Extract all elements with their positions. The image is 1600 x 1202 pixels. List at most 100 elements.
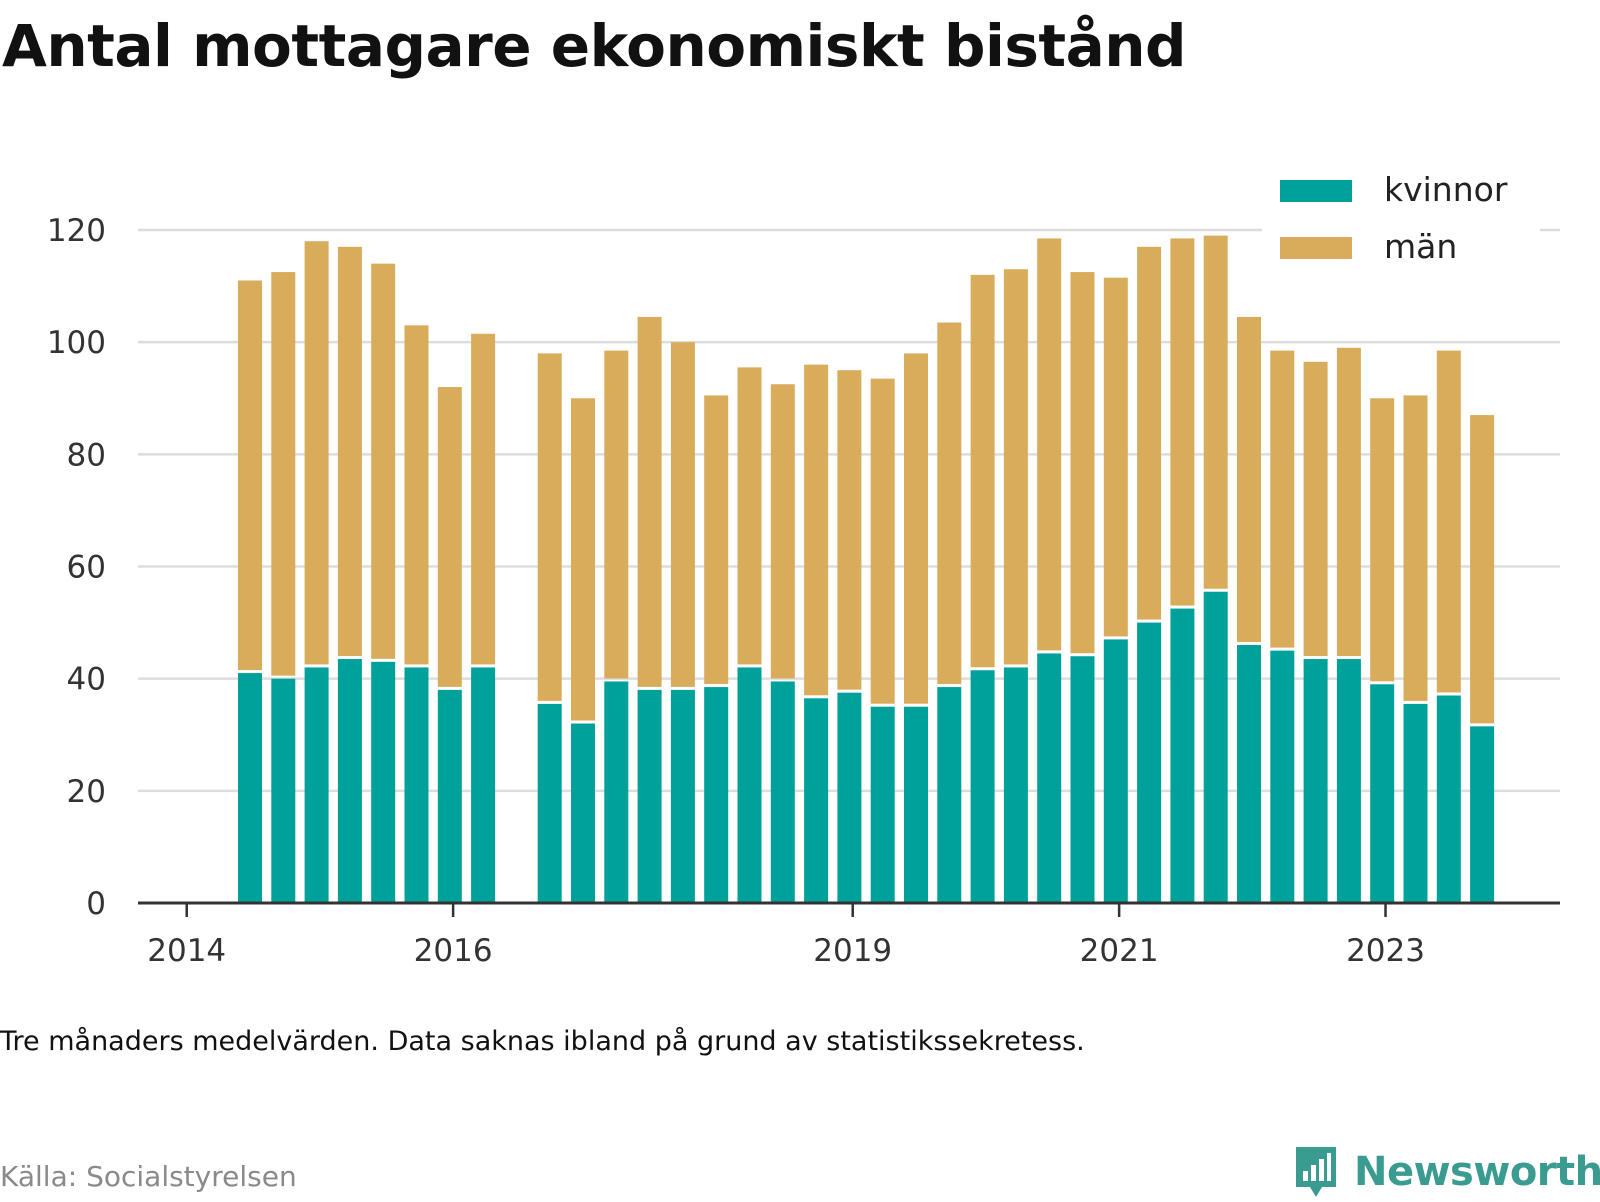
- bar-man: [371, 263, 396, 659]
- legend-label: kvinnor: [1384, 170, 1508, 209]
- bar-man: [537, 353, 562, 701]
- bars: [238, 235, 1495, 903]
- bar-man: [904, 353, 928, 704]
- bar-kvinnor: [1137, 622, 1162, 903]
- bar-kvinnor: [304, 667, 329, 903]
- bar-man: [1037, 238, 1062, 651]
- bar-kvinnor: [870, 706, 895, 903]
- y-tick-label: 100: [47, 325, 106, 361]
- bar-man: [1436, 350, 1461, 693]
- brand-logo: Newsworthy: [1292, 1142, 1600, 1202]
- bar-man: [704, 395, 729, 685]
- bar-kvinnor: [1170, 608, 1195, 903]
- legend-swatch: [1280, 180, 1352, 202]
- bar-kvinnor: [1370, 684, 1395, 903]
- bar-kvinnor: [1470, 726, 1495, 903]
- bar-kvinnor: [904, 706, 928, 903]
- bar-man: [271, 272, 296, 676]
- bar-man: [1137, 246, 1162, 620]
- bar-kvinnor: [837, 692, 862, 903]
- bar-kvinnor: [271, 678, 296, 903]
- bar-kvinnor: [1203, 591, 1228, 903]
- x-tick-label: 2016: [414, 933, 493, 969]
- bar-kvinnor: [1103, 639, 1128, 903]
- source-label: Källa: Socialstyrelsen: [0, 1160, 297, 1193]
- bar-man: [837, 370, 862, 690]
- newsworthy-logo-icon: [1296, 1147, 1336, 1197]
- bar-kvinnor: [537, 703, 562, 903]
- bar-man: [1170, 238, 1195, 606]
- bar-kvinnor: [1070, 656, 1095, 903]
- bar-man: [1003, 269, 1028, 665]
- chart-note: Tre månaders medelvärden. Data saknas ib…: [0, 1026, 1085, 1057]
- bar-man: [670, 342, 695, 687]
- bar-kvinnor: [970, 670, 995, 903]
- bar-kvinnor: [604, 681, 629, 903]
- y-tick-label: 60: [67, 550, 106, 586]
- bar-kvinnor: [471, 667, 496, 903]
- bar-man: [1237, 316, 1261, 643]
- bar-kvinnor: [704, 687, 729, 903]
- bar-man: [404, 325, 429, 665]
- bar-man: [1303, 361, 1328, 657]
- bar-man: [238, 280, 262, 671]
- bar-kvinnor: [1336, 659, 1361, 903]
- y-tick-label: 0: [86, 886, 106, 922]
- bar-kvinnor: [238, 673, 262, 903]
- bar-man: [604, 350, 629, 679]
- bar-man: [1070, 272, 1095, 654]
- legend-label: män: [1384, 227, 1457, 266]
- bar-kvinnor: [1436, 695, 1461, 903]
- bar-kvinnor: [637, 689, 662, 903]
- bar-man: [571, 398, 595, 721]
- legend-swatch: [1280, 237, 1352, 259]
- bar-man: [1403, 395, 1428, 701]
- bar-man: [1336, 347, 1361, 657]
- brand-name: Newsworthy: [1354, 1149, 1600, 1195]
- bar-man: [304, 241, 329, 665]
- y-tick-label: 40: [67, 662, 106, 698]
- bar-man: [1103, 277, 1128, 637]
- y-tick-label: 120: [47, 213, 106, 249]
- bar-man: [937, 322, 962, 685]
- stacked-bar-chart: 0 20 40 60 80 100 120 2014 2016 2019 2021 2023 kvin…: [46, 160, 1560, 969]
- bar-man: [770, 384, 795, 679]
- bar-kvinnor: [571, 723, 595, 903]
- x-tick-label: 2014: [147, 933, 226, 969]
- bar-kvinnor: [1037, 653, 1062, 903]
- bar-kvinnor: [670, 689, 695, 903]
- bar-kvinnor: [1237, 645, 1261, 903]
- x-tick-label: 2021: [1080, 933, 1159, 969]
- bar-kvinnor: [804, 698, 829, 903]
- bar-man: [870, 378, 895, 704]
- bar-man: [337, 246, 362, 657]
- chart-title: Antal mottagare ekonomiskt bistånd: [2, 12, 1187, 80]
- bar-kvinnor: [337, 659, 362, 903]
- y-tick-label: 20: [67, 774, 106, 810]
- bar-kvinnor: [404, 667, 429, 903]
- bar-kvinnor: [937, 687, 962, 903]
- legend: kvinnor män: [1262, 160, 1540, 272]
- bar-kvinnor: [1403, 703, 1428, 903]
- bar-kvinnor: [437, 689, 462, 903]
- bar-man: [970, 274, 995, 668]
- bar-kvinnor: [1303, 659, 1328, 903]
- bar-kvinnor: [1270, 650, 1295, 903]
- bar-man: [637, 316, 662, 687]
- bar-man: [1270, 350, 1295, 648]
- bar-man: [1470, 415, 1495, 724]
- bar-kvinnor: [1003, 667, 1028, 903]
- bar-kvinnor: [770, 681, 795, 903]
- bar-man: [804, 364, 829, 696]
- bar-man: [471, 333, 496, 665]
- x-tick-label: 2019: [813, 933, 892, 969]
- bar-kvinnor: [737, 667, 762, 903]
- bar-man: [437, 387, 462, 687]
- y-tick-label: 80: [67, 437, 106, 473]
- bar-man: [737, 367, 762, 665]
- bar-man: [1370, 398, 1395, 682]
- bar-man: [1203, 235, 1228, 589]
- bar-kvinnor: [371, 661, 396, 903]
- axes: 0 20 40 60 80 100 120 2014 2016 2019 2021 2023: [47, 213, 1560, 969]
- x-tick-label: 2023: [1346, 933, 1425, 969]
